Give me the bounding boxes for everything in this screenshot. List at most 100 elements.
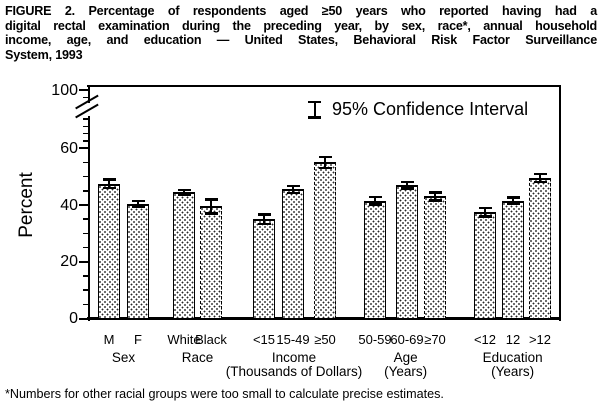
legend: 95% Confidence Interval bbox=[307, 99, 528, 120]
error-bar-line bbox=[292, 185, 294, 193]
error-bar-cap-top bbox=[102, 178, 116, 181]
y-tick-minor bbox=[83, 140, 88, 142]
error-bar-icon bbox=[307, 100, 322, 119]
error-bar-cap-top bbox=[478, 206, 492, 210]
y-tick-label: 40 bbox=[60, 196, 78, 214]
error-bar-line bbox=[484, 207, 486, 217]
y-tick-minor bbox=[83, 218, 88, 220]
error-bar-cap-bottom bbox=[506, 202, 520, 206]
error-bar-cap-top bbox=[204, 198, 218, 201]
bar bbox=[282, 189, 304, 319]
y-tick-minor bbox=[83, 246, 88, 249]
error-bar-cap-bottom bbox=[102, 186, 116, 190]
y-tick-major bbox=[79, 317, 88, 320]
figure-title-line-2: digital rectal examination during the pr… bbox=[5, 18, 597, 33]
bar-category-label: <15 bbox=[252, 332, 276, 347]
bar bbox=[253, 219, 275, 319]
error-bar-line bbox=[512, 197, 514, 205]
y-tick-minor bbox=[83, 303, 88, 306]
error-bar-line bbox=[137, 200, 139, 207]
bar-category-label: ≥70 bbox=[424, 332, 446, 347]
y-tick-minor bbox=[83, 190, 88, 192]
y-tick-minor bbox=[83, 275, 88, 277]
error-bar-cap-bottom bbox=[533, 181, 547, 184]
error-bar-cap-bottom bbox=[428, 199, 442, 202]
bar-category-label: 60-69 bbox=[390, 332, 424, 347]
y-axis-upper-segment bbox=[87, 85, 90, 103]
error-bar-line bbox=[434, 192, 436, 201]
bar bbox=[529, 178, 551, 319]
legend-label: 95% Confidence Interval bbox=[332, 99, 529, 119]
plot-frame-right bbox=[559, 85, 561, 321]
error-bar-cap-bottom bbox=[286, 191, 300, 194]
bar bbox=[474, 212, 496, 319]
group-sublabel: (Years) bbox=[384, 364, 428, 379]
error-bar-cap-bottom bbox=[177, 193, 191, 196]
error-bar-cap-top bbox=[400, 180, 414, 183]
y-tick-minor bbox=[83, 289, 88, 291]
error-bar-line bbox=[263, 214, 265, 224]
figure-footnote: *Numbers for other racial groups were to… bbox=[5, 387, 444, 401]
bar-category-label: <12 bbox=[473, 332, 497, 347]
bar-category-label: M bbox=[103, 332, 115, 347]
y-tick-label: 100 bbox=[51, 81, 78, 99]
y-tick-major bbox=[79, 89, 88, 92]
y-tick-major bbox=[79, 260, 88, 263]
bar-category-label: ≥50 bbox=[314, 332, 336, 347]
error-bar-cap-top bbox=[506, 196, 520, 199]
x-axis bbox=[87, 317, 561, 321]
bar bbox=[364, 200, 386, 319]
plot-frame-top bbox=[87, 85, 561, 87]
bar bbox=[200, 206, 222, 319]
bar bbox=[502, 200, 524, 319]
y-axis-title: Percent bbox=[16, 172, 37, 238]
group-label: Education bbox=[482, 350, 543, 365]
bar-category-label: White bbox=[167, 332, 201, 347]
y-tick-major bbox=[79, 204, 88, 206]
bar bbox=[173, 192, 195, 319]
y-tick-minor bbox=[83, 161, 88, 164]
bar-category-label: Black bbox=[195, 332, 227, 347]
y-tick-label: 0 bbox=[69, 310, 78, 328]
error-bar-cap-bottom bbox=[131, 205, 145, 208]
bar-category-label: >12 bbox=[528, 332, 552, 347]
error-bar-cap-top bbox=[368, 195, 382, 199]
y-tick-label: 60 bbox=[60, 139, 78, 157]
error-bar-cap-top bbox=[533, 172, 547, 175]
error-bar-cap-bottom bbox=[257, 222, 271, 225]
group-label: Sex bbox=[111, 350, 136, 365]
y-axis-lower-segment bbox=[87, 116, 90, 321]
y-tick-minor bbox=[83, 96, 88, 99]
figure-title-line-4: System, 1993 bbox=[5, 47, 83, 62]
error-bar-cap-bottom bbox=[204, 212, 218, 215]
bar-category-label: F bbox=[134, 332, 142, 347]
error-bar-line bbox=[406, 181, 408, 189]
y-tick-minor bbox=[83, 132, 88, 135]
error-bar-line bbox=[374, 197, 376, 205]
error-bar-cap-bottom bbox=[400, 187, 414, 190]
bar bbox=[396, 185, 418, 319]
error-bar-line bbox=[108, 179, 110, 188]
group-sublabel: (Thousands of Dollars) bbox=[225, 364, 363, 379]
group-sublabel: (Years) bbox=[491, 364, 535, 379]
bar bbox=[127, 203, 149, 319]
error-bar-cap-bottom bbox=[368, 203, 382, 206]
figure-title: FIGURE 2. Percentage of respondents aged… bbox=[5, 4, 597, 62]
group-label: Race bbox=[181, 350, 214, 365]
error-bar-cap-bottom bbox=[318, 166, 332, 170]
figure-title-line-3: income, age, and education — United Stat… bbox=[5, 33, 597, 48]
y-tick-minor bbox=[83, 232, 88, 235]
bar bbox=[314, 162, 336, 319]
error-bar-cap-bottom bbox=[478, 215, 492, 218]
group-label: Age bbox=[393, 350, 418, 365]
error-bar-cap-top bbox=[286, 184, 300, 188]
bar-category-label: 12 bbox=[505, 332, 521, 347]
y-tick-minor bbox=[83, 125, 88, 128]
y-tick-minor bbox=[83, 118, 88, 120]
figure-title-line-1: FIGURE 2. Percentage of respondents aged… bbox=[5, 4, 597, 18]
group-label: Income bbox=[271, 350, 317, 365]
error-bar-cap-top bbox=[318, 155, 332, 158]
error-bar-line bbox=[324, 156, 326, 169]
y-tick-label: 20 bbox=[60, 253, 78, 271]
